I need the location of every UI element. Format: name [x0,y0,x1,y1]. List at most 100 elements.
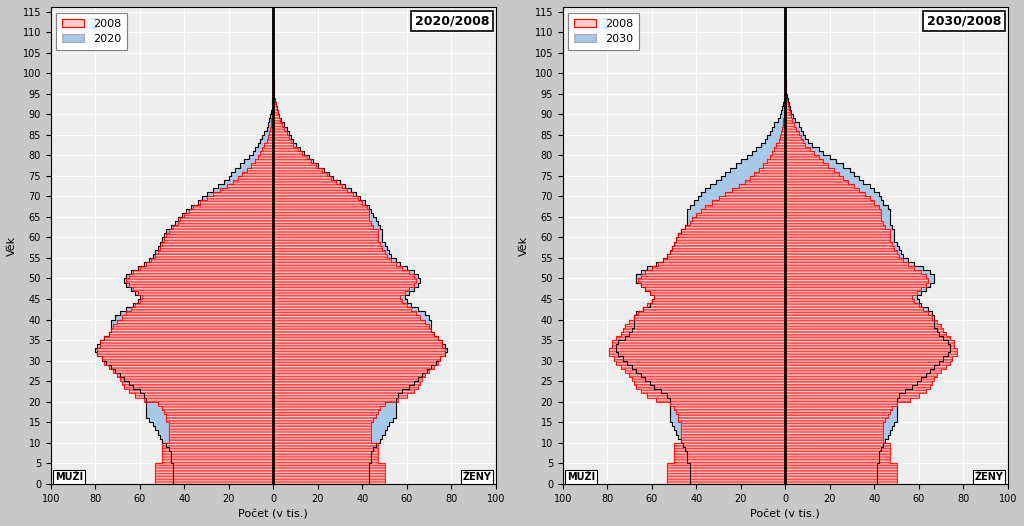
Bar [273,451,378,455]
Bar [111,319,273,323]
Bar [273,118,280,123]
Bar [785,348,950,352]
Bar [687,455,785,459]
Bar [122,381,273,385]
Bar [224,180,273,184]
Bar [782,106,785,110]
Bar [785,155,829,159]
Bar [636,385,785,389]
Bar [273,123,285,127]
Bar [785,262,907,266]
Bar [785,118,796,123]
Bar [654,295,785,299]
Bar [273,377,423,381]
Bar [133,385,273,389]
Bar [785,426,884,430]
Bar [273,307,412,311]
Bar [785,336,950,340]
Bar [785,295,916,299]
Bar [785,139,803,143]
Bar [785,176,843,180]
Bar [129,282,273,287]
Bar [687,459,785,463]
Bar [158,402,273,406]
Bar [273,295,404,299]
Bar [770,155,785,159]
Bar [785,332,939,336]
Bar [273,205,367,209]
Bar [687,217,785,221]
Bar [169,434,273,439]
Bar [785,123,795,127]
Bar [273,180,340,184]
Bar [785,213,881,217]
Bar [273,471,385,476]
Bar [679,414,785,418]
Bar [273,332,433,336]
Bar [273,410,378,414]
Bar [785,168,835,171]
Bar [273,123,283,127]
Bar [273,340,442,344]
Bar [785,147,810,151]
Bar [712,200,785,205]
Bar [146,262,273,266]
Bar [142,295,273,299]
Bar [162,447,273,451]
Bar [674,459,785,463]
Bar [273,196,357,200]
Bar [137,291,273,295]
Bar [273,299,402,303]
Bar [785,476,897,480]
Bar [785,393,919,398]
Bar [745,180,785,184]
Bar [785,357,952,361]
Bar [634,316,785,319]
Bar [113,369,273,373]
Bar [162,443,273,447]
Bar [636,385,785,389]
Bar [785,209,881,213]
Bar [273,385,418,389]
Bar [752,151,785,155]
Bar [104,361,273,365]
Bar [273,311,416,316]
Bar [700,209,785,213]
Bar [271,118,273,123]
Bar [273,241,385,246]
Bar [156,254,273,258]
Bar [273,266,407,270]
Bar [681,430,785,434]
Bar [785,225,886,229]
Bar [654,295,785,299]
Bar [785,402,897,406]
Bar [785,237,890,241]
Bar [785,422,884,426]
Bar [785,266,914,270]
Bar [273,275,414,278]
Bar [104,361,273,365]
Bar [162,406,273,410]
Bar [273,262,395,266]
Bar [273,414,395,418]
Bar [273,426,372,430]
Bar [273,159,313,164]
Bar [785,205,879,209]
Bar [785,422,884,426]
Bar [109,332,273,336]
Bar [785,361,950,365]
Bar [273,147,298,151]
Bar [785,418,886,422]
Bar [725,171,785,176]
Bar [273,200,362,205]
Bar [231,171,273,176]
Bar [638,311,785,316]
Bar [273,130,287,135]
Bar [785,295,912,299]
Bar [785,270,921,275]
Bar [784,94,785,98]
Bar [785,229,890,234]
Bar [630,373,785,377]
Bar [273,291,404,295]
Bar [146,414,273,418]
